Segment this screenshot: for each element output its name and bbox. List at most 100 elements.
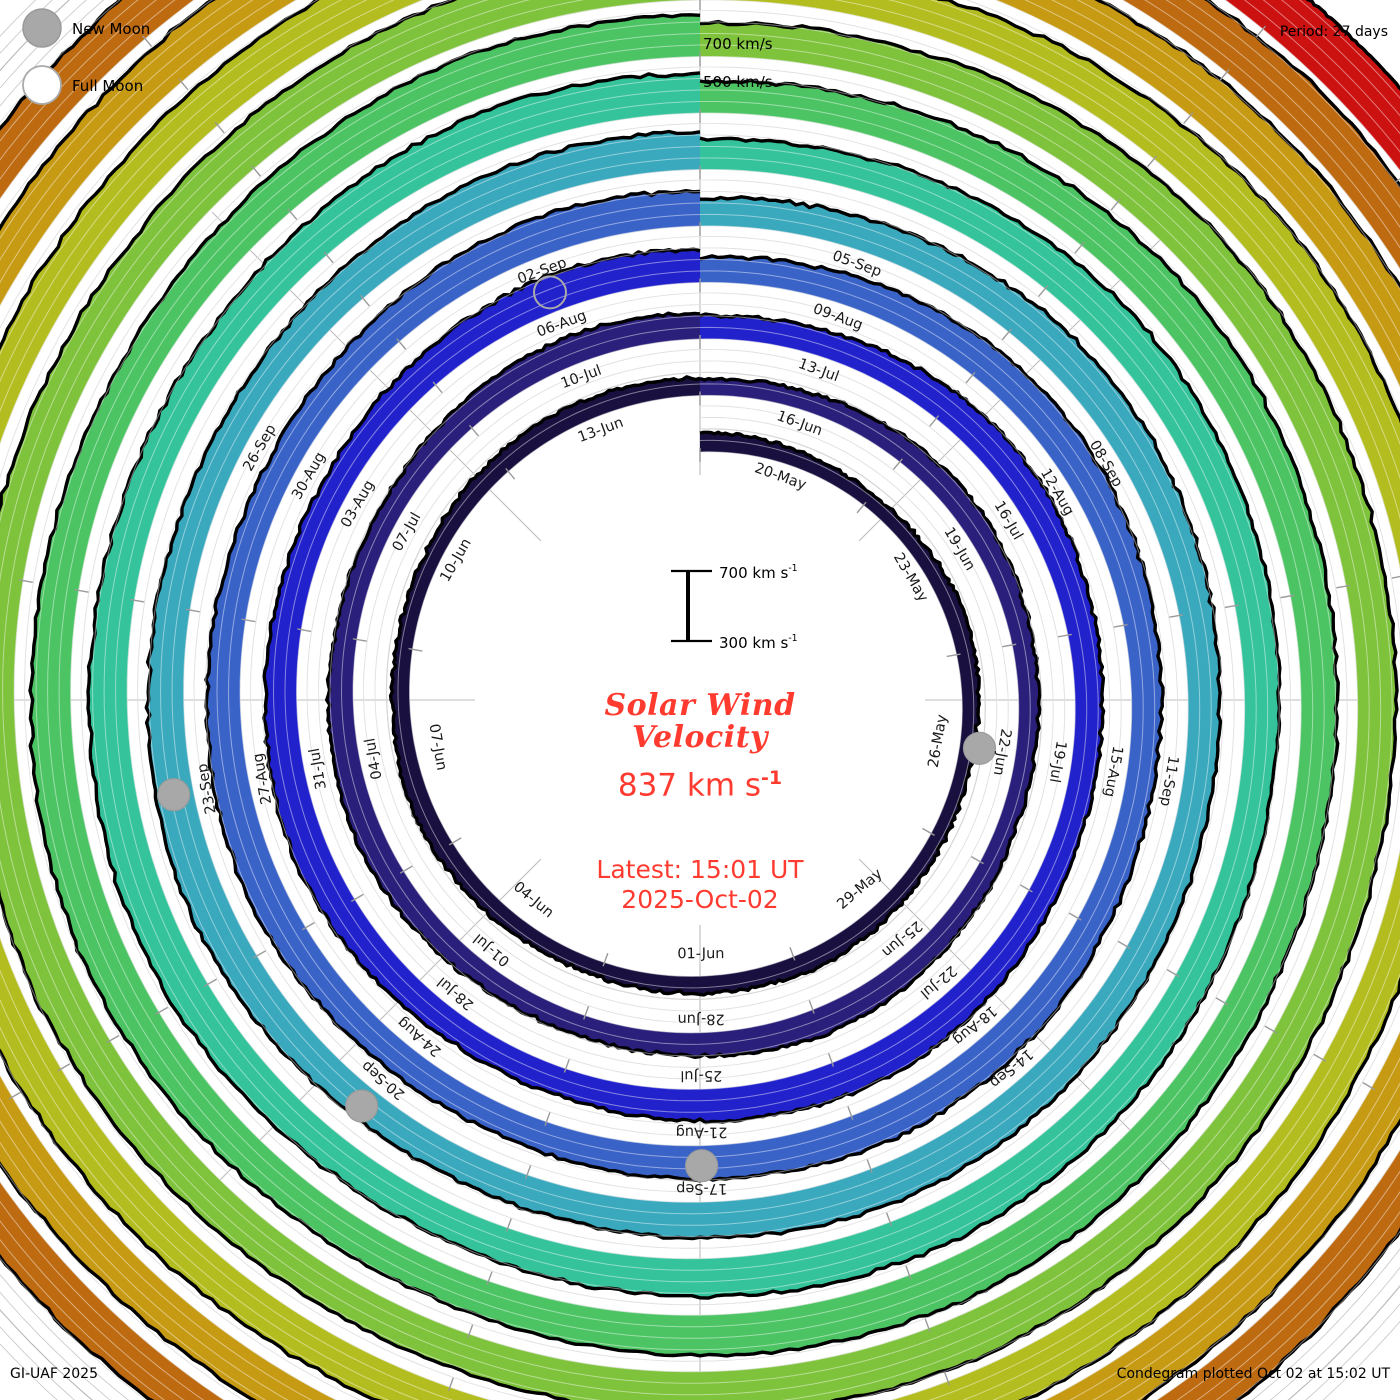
center-scale-bar: 700 km s-1 300 km s-1 (671, 563, 798, 652)
full-moon-label: Full Moon (72, 77, 143, 95)
date-tick (505, 468, 516, 480)
arm-inner-gridline (363, 349, 1009, 1023)
spiral-arm-trace (261, 247, 1106, 1125)
arm-inner-gridline (35, 21, 1337, 1351)
date-tick (1336, 584, 1351, 589)
date-tick (885, 1212, 893, 1227)
date-tick (467, 1324, 474, 1339)
date-tick (1057, 633, 1072, 638)
arm-inner-gridline (70, 56, 1302, 1316)
arm-inner-gridline (284, 270, 1088, 1102)
date-tick (8, 1091, 22, 1100)
date-tick (1117, 940, 1131, 950)
date-tick (178, 78, 189, 91)
date-tick (1264, 1025, 1278, 1034)
date-tick (1074, 242, 1085, 254)
date-tick (1113, 623, 1128, 628)
arm-inner-gridline (306, 292, 1066, 1080)
arm-inner-gridline (58, 44, 1314, 1328)
date-label: 26-May (926, 713, 951, 769)
date-tick (1224, 604, 1239, 609)
date-label: 28-Jun (678, 1011, 725, 1027)
spiral-arm-trace (388, 375, 981, 997)
date-tick (602, 952, 609, 967)
spiral-arm-trace (325, 311, 1042, 1059)
arm-inner-gridline (409, 395, 963, 977)
date-tick (847, 1106, 854, 1120)
date-tick (1362, 1082, 1376, 1091)
arm-inner-gridline (183, 169, 1189, 1203)
center-scale-top-label: 700 km s-1 (719, 563, 798, 582)
date-tick (965, 371, 976, 384)
date-tick (447, 1377, 454, 1392)
date-tick (1068, 912, 1082, 921)
arm-inner-gridline (193, 179, 1179, 1193)
date-tick (544, 1112, 551, 1126)
arm-inner-gridline (160, 146, 1212, 1226)
outer-scale-high-label: 700 km/s (703, 35, 773, 53)
date-tick (130, 598, 145, 603)
date-label: 17-Sep (676, 1180, 727, 1196)
date-tick (408, 647, 423, 652)
arm-inner-gridline (92, 78, 1280, 1294)
plotted-text: Condegram plotted Oct 02 at 15:02 UT (1116, 1366, 1390, 1382)
date-tick (396, 338, 407, 350)
date-tick (1395, 177, 1400, 183)
date-tick (505, 1218, 512, 1233)
arm-inner-gridline (352, 338, 1020, 1034)
date-tick (250, 165, 262, 177)
date-tick (155, 1006, 169, 1015)
date-tick (297, 628, 312, 633)
date-tick (1038, 285, 1049, 297)
date-tick (352, 638, 367, 642)
date-tick (892, 458, 903, 471)
date-tick (399, 865, 413, 874)
arm-inner-gridline (80, 66, 1292, 1306)
date-label: 04-Jul (362, 737, 385, 781)
date-tick (323, 251, 334, 264)
new-moon-swatch (22, 8, 62, 48)
arm-inner-gridline (148, 134, 1224, 1238)
arm-inner-gridline (386, 372, 986, 1000)
new-moon-marker (962, 731, 997, 765)
date-tick (1169, 614, 1184, 618)
date-tick (1313, 1053, 1327, 1063)
date-tick (1215, 997, 1229, 1006)
period-text: Period: 27 days (1279, 24, 1388, 40)
arm-inner-gridline (295, 282, 1076, 1090)
date-tick (1219, 68, 1230, 81)
date-tick (866, 1159, 873, 1174)
date-tick (106, 1034, 120, 1044)
arm-inner-gridline (329, 315, 1043, 1057)
date-tick (1019, 884, 1033, 893)
date-label: 22-Jun (990, 727, 1014, 776)
date-tick (432, 381, 443, 394)
arm-inner-gridline (24, 10, 1348, 1362)
date-tick (1280, 594, 1295, 599)
spiral-arm-band (390, 376, 980, 995)
arm-inner-gridline (261, 247, 1111, 1125)
new-moon-label: New Moon (72, 20, 150, 38)
arm-inner-gridline (126, 112, 1246, 1260)
spiral-arm-trace (144, 129, 1223, 1241)
date-tick (142, 35, 153, 47)
date-tick (1183, 112, 1194, 124)
full-moon-swatch (22, 65, 62, 105)
center-scale-bottom-label: 300 km s-1 (719, 633, 798, 652)
date-tick (924, 1318, 931, 1333)
date-tick (486, 1271, 493, 1286)
date-tick (929, 415, 940, 427)
date-tick (856, 501, 867, 514)
date-label: 07-Jun (425, 723, 449, 772)
date-tick (1001, 328, 1012, 341)
date-tick (922, 827, 935, 837)
arm-inner-gridline (137, 123, 1235, 1249)
